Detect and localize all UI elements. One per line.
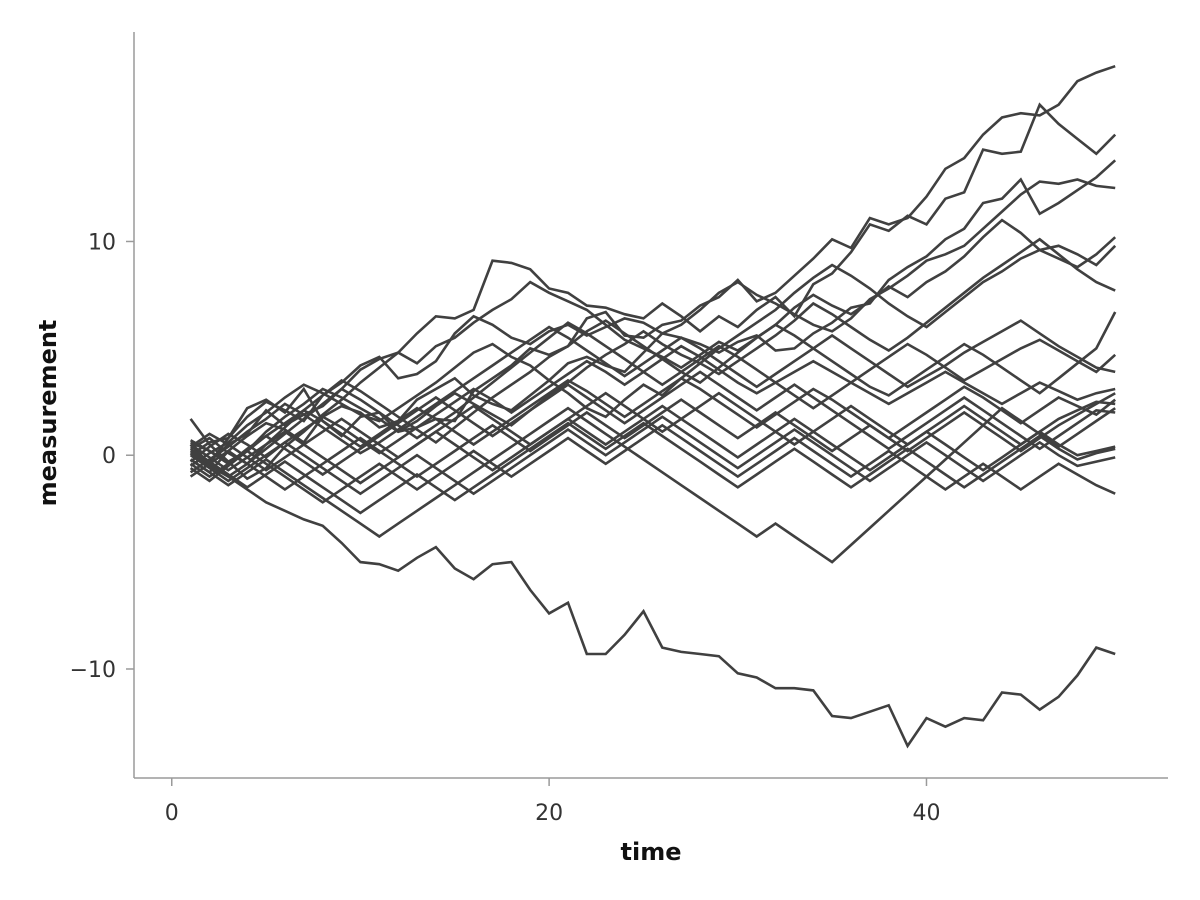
series-line-20 <box>189 406 1116 564</box>
y-axis-ticks: −10 0 10 <box>70 230 134 683</box>
series-line-16 <box>189 404 1116 485</box>
series-line-8 <box>189 311 1117 466</box>
series-line-3 <box>189 159 1117 466</box>
series-line-6 <box>189 244 1117 467</box>
x-tick-label: 20 <box>535 801 563 826</box>
y-tick-label: 10 <box>88 230 116 255</box>
series-line-7 <box>189 237 1116 464</box>
series-line-12 <box>189 376 1117 466</box>
series-layer <box>189 64 1117 749</box>
y-axis-title: measurement <box>34 320 62 507</box>
series-line-19 <box>189 421 1116 515</box>
series-line-9 <box>189 319 1116 474</box>
series-line-13 <box>189 370 1116 483</box>
x-axis-ticks: 0 20 40 <box>165 778 940 826</box>
series-line-1 <box>189 64 1116 457</box>
y-tick-label: −10 <box>70 658 116 683</box>
y-tick-label: 0 <box>102 444 116 469</box>
series-line-21 <box>189 449 1116 749</box>
series-line-2 <box>189 102 1117 464</box>
x-tick-label: 40 <box>912 801 940 826</box>
series-line-15 <box>189 392 1116 491</box>
series-line-11 <box>189 344 1116 463</box>
series-line-5 <box>190 218 1117 481</box>
series-line-17 <box>189 415 1116 496</box>
x-tick-label: 0 <box>165 801 179 826</box>
x-axis-title: time <box>621 838 682 866</box>
series-line-18 <box>189 423 1116 504</box>
series-line-10 <box>189 321 1117 479</box>
series-line-14 <box>189 391 1116 472</box>
